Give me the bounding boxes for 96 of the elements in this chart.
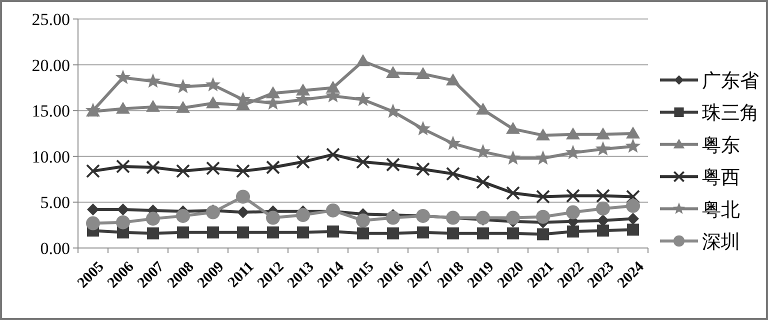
point — [116, 215, 130, 230]
point — [476, 175, 490, 190]
point — [235, 92, 251, 106]
point — [177, 226, 189, 238]
point — [476, 210, 490, 225]
point — [266, 210, 280, 225]
point — [205, 76, 221, 92]
point — [626, 190, 640, 204]
legend-label: 粤东 — [702, 135, 740, 156]
point — [356, 54, 370, 66]
point — [86, 216, 100, 230]
point — [86, 164, 100, 178]
point — [566, 205, 580, 220]
point — [116, 102, 130, 114]
point — [207, 226, 219, 238]
point — [626, 126, 640, 138]
point — [416, 162, 430, 176]
point — [176, 100, 190, 113]
point — [266, 160, 280, 174]
point — [386, 210, 400, 225]
point — [506, 122, 520, 134]
point — [386, 66, 400, 78]
point — [596, 202, 610, 216]
legend-label: 广东省 — [702, 70, 759, 92]
point — [326, 148, 340, 162]
point — [386, 158, 400, 172]
point — [87, 204, 99, 216]
y-tick-label: 15.00 — [32, 102, 70, 121]
point — [627, 212, 639, 225]
point — [297, 226, 309, 238]
point — [416, 66, 430, 79]
legend-label: 粤西 — [702, 168, 740, 189]
point — [237, 206, 249, 218]
point — [146, 160, 160, 174]
x-tick-label: 2011 — [225, 258, 258, 291]
point — [357, 227, 369, 240]
point — [567, 226, 579, 238]
point — [236, 190, 250, 204]
point — [176, 164, 190, 178]
point — [537, 228, 549, 240]
y-tick-label: 0.00 — [40, 239, 70, 258]
point — [477, 227, 489, 240]
point — [506, 186, 520, 200]
point — [117, 204, 129, 216]
point — [445, 136, 461, 150]
point — [625, 138, 641, 153]
point — [206, 161, 220, 176]
point — [476, 102, 490, 115]
point — [447, 227, 459, 240]
point — [356, 214, 370, 228]
point — [296, 83, 310, 96]
point — [595, 141, 611, 156]
point — [145, 73, 161, 88]
point — [626, 198, 640, 213]
point — [536, 210, 550, 224]
y-tick-label: 20.00 — [32, 56, 70, 75]
point — [627, 224, 639, 236]
point — [236, 164, 250, 178]
point — [116, 159, 130, 174]
point — [175, 78, 191, 94]
point — [417, 226, 429, 238]
point — [566, 188, 580, 203]
point — [446, 166, 460, 181]
point — [566, 127, 580, 140]
y-tick-label: 25.00 — [32, 10, 70, 29]
point — [146, 100, 160, 112]
point — [596, 188, 610, 203]
legend-label: 珠三角 — [702, 103, 759, 124]
point — [147, 227, 159, 240]
point — [415, 120, 431, 136]
point — [536, 190, 550, 204]
point — [176, 208, 190, 223]
point — [115, 70, 131, 84]
point — [146, 212, 160, 226]
legend-label: 深圳 — [702, 232, 740, 253]
point — [596, 127, 610, 140]
point — [296, 154, 310, 169]
point — [565, 144, 581, 160]
point — [267, 226, 279, 238]
point — [206, 205, 220, 220]
point — [536, 128, 550, 140]
point — [206, 96, 220, 108]
point — [597, 224, 609, 237]
point — [356, 154, 370, 169]
point — [266, 86, 280, 98]
point — [355, 92, 371, 106]
point — [535, 150, 551, 165]
point — [387, 227, 399, 240]
point — [446, 73, 460, 86]
point — [237, 226, 249, 238]
point — [296, 208, 310, 222]
point — [507, 227, 519, 240]
y-tick-label: 10.00 — [32, 147, 70, 166]
legend-label: 粤北 — [702, 200, 740, 221]
y-tick-label: 5.00 — [40, 193, 70, 212]
point — [327, 226, 339, 238]
